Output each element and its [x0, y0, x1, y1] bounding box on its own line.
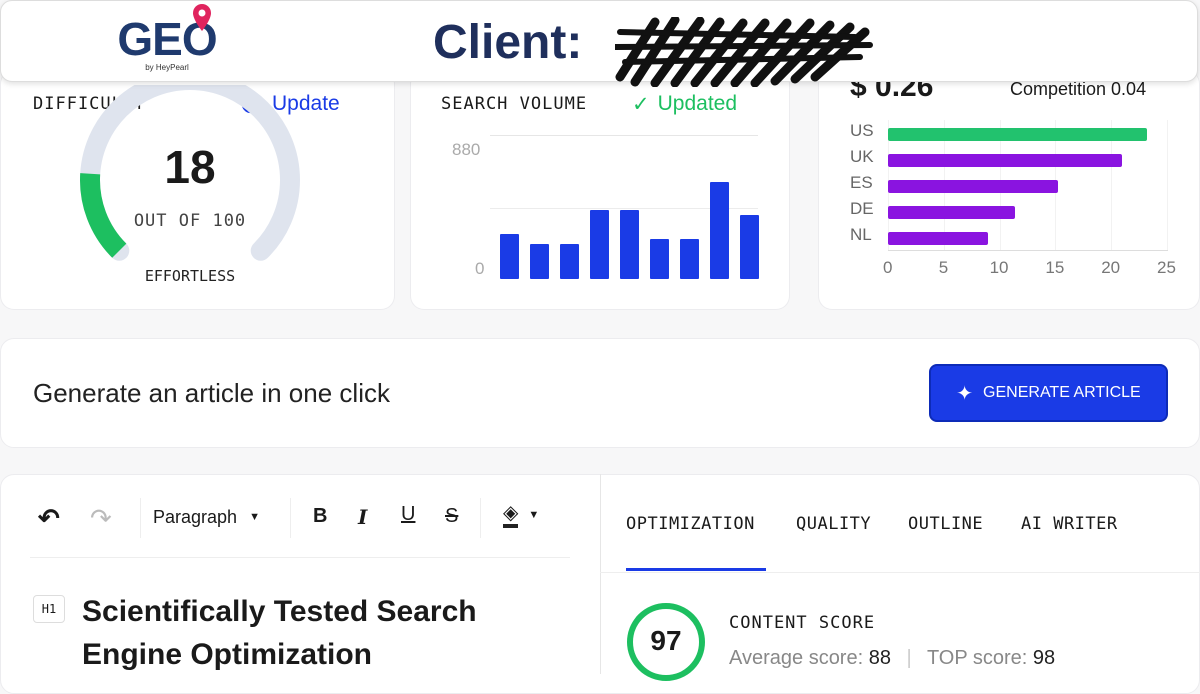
category-label: NL — [850, 225, 872, 244]
h1-tag: H1 — [33, 595, 65, 623]
x-tick-label: 25 — [1157, 258, 1176, 277]
x-tick-label: 20 — [1101, 258, 1121, 277]
country-bar — [888, 154, 1123, 167]
header: GEO by HeyPearl Client: — [0, 0, 1198, 87]
average-score-label: Average score: — [729, 647, 864, 669]
volume-bar — [680, 238, 699, 279]
competition-value: Competition 0.04 — [1010, 79, 1147, 99]
content-score-label: CONTENT SCORE — [729, 613, 876, 633]
active-tab-indicator — [626, 568, 766, 571]
country-bar — [888, 232, 989, 245]
gauge-fill — [80, 173, 127, 258]
generate-article-button[interactable]: ✦ GENERATE ARTICLE — [929, 364, 1168, 422]
paint-bucket-icon: ◈ — [503, 502, 519, 528]
top-score: 98 — [1032, 647, 1056, 669]
category-label: ES — [850, 173, 873, 192]
difficulty-rating: EFFORTLESS — [144, 267, 236, 285]
volume-bar — [650, 238, 669, 279]
x-tick-label: 0 — [883, 258, 893, 277]
update-label: Update — [272, 92, 340, 115]
italic-button[interactable]: I — [358, 505, 368, 529]
country-bar — [888, 180, 1058, 193]
difficulty-out-of: OUT OF 100 — [133, 211, 247, 231]
country-bar — [888, 128, 1147, 141]
volume-bar — [560, 243, 579, 279]
block-type-label: Paragraph — [153, 507, 238, 527]
volume-bar — [530, 243, 549, 279]
caret-down-icon: ▼ — [528, 509, 540, 521]
x-tick-label: 5 — [938, 258, 949, 277]
bold-button[interactable]: B — [313, 505, 328, 527]
score-summary: Average score: 88 | TOP score: 98 — [729, 647, 1056, 669]
underline-button[interactable]: U — [401, 503, 416, 525]
x-tick-label: 10 — [989, 258, 1009, 277]
block-type-dropdown[interactable]: Paragraph ▼ — [153, 507, 260, 528]
tab-outline[interactable]: OUTLINE — [908, 514, 984, 534]
location-pin-icon — [193, 4, 211, 31]
y-axis-max: 880 — [452, 140, 481, 159]
difficulty-card — [0, 70, 395, 310]
tab-quality[interactable]: QUALITY — [796, 514, 872, 534]
logo-subtitle: by HeyPearl — [145, 63, 189, 72]
gridline — [490, 135, 758, 136]
search-volume-label: SEARCH VOLUME — [441, 94, 588, 114]
difficulty-gauge — [80, 85, 300, 261]
tab-optimization[interactable]: OPTIMIZATION — [626, 514, 755, 534]
logo: GEO by HeyPearl — [107, 4, 227, 72]
tab-ai-writer[interactable]: AI WRITER — [1021, 514, 1118, 534]
category-label: US — [850, 121, 874, 140]
category-label: DE — [850, 199, 874, 218]
volume-bar — [500, 233, 519, 279]
client-label: Client: — [433, 16, 583, 69]
updated-label: Updated — [657, 92, 738, 115]
gridline — [1167, 120, 1168, 250]
average-score: 88 — [868, 647, 891, 669]
undo-icon[interactable]: ↶ — [38, 503, 60, 533]
divider — [600, 474, 601, 674]
content-score-value: 97 — [650, 625, 682, 656]
x-tick-label: 15 — [1045, 258, 1065, 277]
gridline — [1111, 120, 1113, 250]
x-axis — [888, 250, 1168, 251]
volume-bar — [620, 209, 639, 279]
strikethrough-button[interactable]: S — [445, 505, 459, 527]
check-icon: ✓ — [632, 93, 650, 116]
client-title: Client: — [433, 15, 873, 87]
redaction-scribble — [615, 17, 873, 87]
volume-bar — [710, 181, 729, 279]
updated-status: ✓ Updated — [632, 92, 737, 117]
volume-bar — [590, 209, 609, 279]
country-bar — [888, 206, 1016, 219]
top-score-label: TOP score: — [926, 647, 1028, 669]
category-label: UK — [850, 147, 874, 166]
article-title[interactable]: Scientifically Tested Search Engine Opti… — [82, 595, 477, 671]
difficulty-value: 18 — [164, 141, 216, 193]
generate-button-label: GENERATE ARTICLE — [983, 384, 1141, 401]
caret-down-icon: ▼ — [249, 511, 260, 523]
generate-text: Generate an article in one click — [33, 378, 390, 408]
gridline — [490, 208, 758, 209]
y-axis-min: 0 — [475, 259, 485, 278]
redo-icon[interactable]: ↷ — [90, 503, 112, 533]
volume-bar — [740, 214, 759, 279]
fill-color-button[interactable]: ◈ ▼ — [503, 502, 539, 528]
sparkle-icon: ✦ — [956, 382, 974, 405]
